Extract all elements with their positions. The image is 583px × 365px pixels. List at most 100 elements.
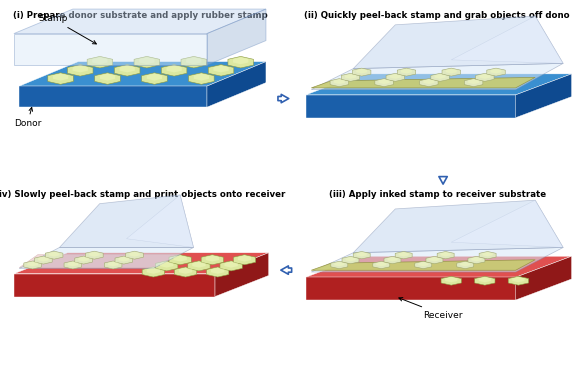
Text: (i) Prepare donor substrate and apply rubber stamp: (i) Prepare donor substrate and apply ru… [13,11,267,20]
Polygon shape [207,62,266,107]
Polygon shape [48,73,73,84]
Polygon shape [456,261,474,269]
Polygon shape [386,73,405,81]
Polygon shape [142,267,164,277]
Polygon shape [207,9,266,65]
Polygon shape [353,251,370,259]
Polygon shape [376,262,387,266]
Polygon shape [468,79,479,84]
Polygon shape [233,57,248,64]
Polygon shape [206,255,219,261]
Polygon shape [490,69,501,73]
Polygon shape [305,277,515,300]
Polygon shape [120,65,135,72]
Polygon shape [174,267,196,277]
Polygon shape [397,68,416,76]
Polygon shape [211,268,224,274]
Polygon shape [147,74,162,81]
Polygon shape [334,262,345,266]
Polygon shape [418,262,429,266]
Polygon shape [87,57,113,68]
Polygon shape [479,74,490,79]
Polygon shape [181,57,206,68]
Polygon shape [19,86,207,107]
Polygon shape [311,260,535,270]
Polygon shape [384,256,401,264]
Polygon shape [331,261,348,269]
Text: Receiver: Receiver [399,297,463,319]
Polygon shape [311,247,563,272]
Polygon shape [311,77,535,88]
Polygon shape [78,257,89,261]
Polygon shape [68,262,78,266]
Polygon shape [342,256,359,264]
Polygon shape [515,74,571,118]
Polygon shape [515,256,571,300]
Polygon shape [512,277,525,282]
Polygon shape [471,257,482,261]
Polygon shape [19,254,180,268]
Polygon shape [194,74,209,81]
Polygon shape [468,256,485,264]
Polygon shape [147,268,160,274]
Polygon shape [357,252,367,257]
Polygon shape [188,261,210,271]
Polygon shape [201,255,223,265]
Polygon shape [476,73,494,81]
Polygon shape [460,262,470,266]
Polygon shape [399,252,409,257]
Polygon shape [68,65,93,76]
Polygon shape [465,78,483,87]
Polygon shape [49,252,59,257]
Polygon shape [353,200,563,253]
Polygon shape [14,274,215,296]
Polygon shape [126,251,143,259]
Polygon shape [129,252,140,257]
Polygon shape [429,257,440,261]
Polygon shape [341,73,360,81]
Polygon shape [420,78,438,87]
Polygon shape [353,68,371,76]
Polygon shape [100,74,115,81]
Polygon shape [508,276,529,285]
Polygon shape [115,256,133,264]
Polygon shape [206,267,229,277]
Polygon shape [305,74,571,95]
Polygon shape [373,261,390,269]
Polygon shape [345,257,356,261]
Polygon shape [345,74,356,79]
Polygon shape [189,73,214,84]
Polygon shape [108,262,118,266]
Polygon shape [483,252,493,257]
Polygon shape [330,78,349,87]
Polygon shape [446,69,456,73]
Text: (ii) Quickly peel-back stamp and grab objects off dono: (ii) Quickly peel-back stamp and grab ob… [304,11,570,20]
Text: (iii) Apply inked stamp to receiver substrate: (iii) Apply inked stamp to receiver subs… [329,190,546,199]
Polygon shape [451,16,563,64]
Polygon shape [441,276,461,285]
Polygon shape [479,277,491,282]
Polygon shape [215,253,269,296]
Polygon shape [238,255,251,261]
Polygon shape [431,73,449,81]
Polygon shape [353,16,563,69]
Polygon shape [59,195,194,247]
Polygon shape [224,262,238,268]
Polygon shape [161,65,187,76]
Polygon shape [423,79,434,84]
Polygon shape [95,73,120,84]
Polygon shape [437,251,454,259]
Polygon shape [24,261,41,269]
Polygon shape [179,268,192,274]
Polygon shape [167,65,182,72]
Polygon shape [415,261,432,269]
Polygon shape [487,68,505,76]
Polygon shape [86,251,103,259]
Polygon shape [64,261,82,269]
Polygon shape [334,79,345,84]
Polygon shape [45,251,63,259]
Text: Donor: Donor [14,107,41,128]
Polygon shape [186,57,202,64]
Polygon shape [208,65,234,76]
Polygon shape [114,65,140,76]
